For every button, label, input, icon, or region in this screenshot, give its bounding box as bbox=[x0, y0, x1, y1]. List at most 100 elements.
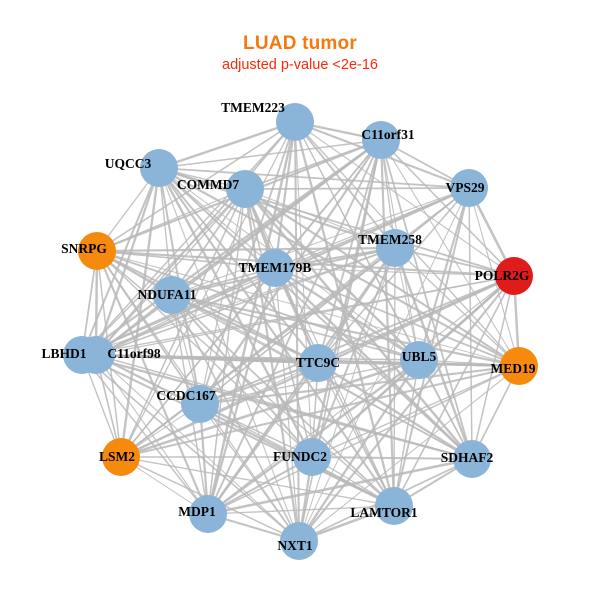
graph-edge bbox=[158, 167, 470, 189]
graph-edge bbox=[158, 120, 296, 170]
graph-edge bbox=[244, 188, 473, 460]
graph-edge bbox=[120, 362, 319, 458]
graph-edge bbox=[273, 121, 297, 269]
graph-node-nxt1[interactable] bbox=[280, 522, 318, 560]
graph-edge bbox=[96, 246, 396, 253]
graph-edge bbox=[207, 457, 473, 516]
graph-edge bbox=[317, 362, 395, 507]
graph-edge bbox=[120, 456, 395, 507]
graph-edge bbox=[468, 187, 520, 367]
graph-edge bbox=[274, 267, 515, 277]
graph-edge bbox=[207, 362, 319, 515]
graph-edge bbox=[317, 361, 473, 461]
graph-node-uqcc3[interactable] bbox=[140, 149, 178, 187]
graph-edge bbox=[294, 121, 515, 277]
graph-node-ccdc167[interactable] bbox=[181, 385, 219, 423]
node-layer bbox=[63, 103, 538, 560]
graph-node-tmem179b[interactable] bbox=[256, 249, 294, 287]
graph-edge bbox=[171, 294, 313, 458]
graph-edge bbox=[298, 275, 515, 542]
graph-edge bbox=[393, 275, 515, 507]
graph-edge bbox=[199, 364, 520, 406]
graph-edge bbox=[199, 275, 515, 405]
graph-edge bbox=[207, 188, 246, 515]
graph-edge bbox=[199, 359, 420, 405]
graph-edge bbox=[95, 275, 515, 356]
graph-edge bbox=[298, 359, 420, 542]
graph-node-sdhaf2[interactable] bbox=[453, 440, 491, 478]
graph-node-mdp1[interactable] bbox=[189, 495, 227, 533]
graph-node-lamtor1[interactable] bbox=[375, 487, 413, 525]
graph-node-c11orf98[interactable] bbox=[77, 336, 115, 374]
graph-edge bbox=[207, 505, 395, 515]
graph-edge bbox=[311, 359, 420, 458]
graph-edge bbox=[380, 139, 473, 460]
graph-edge bbox=[468, 187, 473, 460]
graph-edge bbox=[394, 247, 420, 361]
graph-node-ttc9c[interactable] bbox=[299, 344, 337, 382]
graph-edge bbox=[120, 247, 396, 458]
graph-edge bbox=[95, 188, 246, 356]
graph-edge bbox=[471, 275, 515, 460]
graph-edge bbox=[95, 353, 395, 508]
graph-edge bbox=[394, 247, 515, 277]
graph-edge bbox=[207, 275, 515, 515]
graph-edge bbox=[95, 354, 209, 515]
graph-edge bbox=[311, 365, 520, 458]
graph-edge bbox=[158, 167, 300, 542]
graph-edge bbox=[207, 456, 313, 515]
graph-edge bbox=[120, 267, 276, 458]
page-title: LUAD tumor bbox=[243, 33, 357, 54]
graph-edge bbox=[81, 167, 160, 356]
graph-edge bbox=[95, 354, 473, 460]
graph-edge bbox=[120, 358, 420, 459]
graph-edge bbox=[199, 403, 313, 458]
graph-edge bbox=[81, 121, 296, 356]
graph-edge bbox=[207, 359, 420, 515]
graph-edge bbox=[171, 187, 470, 296]
graph-edge bbox=[81, 139, 382, 356]
graph-edge bbox=[274, 266, 420, 362]
graph-node-fundc2[interactable] bbox=[293, 438, 331, 476]
graph-edge bbox=[244, 188, 520, 367]
graph-edge bbox=[96, 250, 520, 367]
graph-node-polr2g[interactable] bbox=[495, 257, 533, 295]
graph-edge bbox=[171, 294, 395, 507]
graph-edge bbox=[244, 188, 396, 249]
graph-edge bbox=[244, 187, 470, 190]
graph-node-commd7[interactable] bbox=[226, 170, 264, 208]
graph-edge bbox=[274, 267, 520, 367]
graph-node-ndufa11[interactable] bbox=[153, 276, 191, 314]
graph-edge bbox=[95, 247, 396, 356]
graph-edge bbox=[199, 188, 246, 405]
page-subtitle: adjusted p-value <2e-16 bbox=[222, 57, 378, 73]
graph-edge bbox=[158, 167, 173, 296]
graph-edge bbox=[96, 121, 296, 252]
graph-node-tmem258[interactable] bbox=[376, 229, 414, 267]
graph-edge bbox=[199, 403, 300, 542]
graph-edge bbox=[380, 139, 515, 277]
graph-edge bbox=[171, 188, 246, 296]
graph-edge bbox=[171, 293, 319, 365]
graph-edge bbox=[206, 121, 297, 515]
graph-node-snrpg[interactable] bbox=[78, 232, 116, 270]
graph-edge bbox=[298, 365, 520, 542]
graph-edge bbox=[379, 139, 396, 507]
graph-edge bbox=[96, 188, 246, 252]
graph-node-vps29[interactable] bbox=[450, 169, 488, 207]
graph-edge bbox=[207, 365, 520, 515]
graph-edge bbox=[95, 354, 300, 542]
graph-node-c11orf31[interactable] bbox=[362, 121, 400, 159]
graph-edge bbox=[293, 121, 396, 507]
graph-node-ubl5[interactable] bbox=[400, 341, 438, 379]
graph-edge bbox=[158, 139, 382, 169]
graph-node-tmem223[interactable] bbox=[276, 103, 314, 141]
graph-node-med19[interactable] bbox=[500, 347, 538, 385]
graph-edge bbox=[243, 188, 301, 542]
graph-edge bbox=[171, 293, 520, 368]
graph-edge bbox=[171, 294, 420, 361]
graph-node-lsm2[interactable] bbox=[102, 438, 140, 476]
graph-edge bbox=[311, 456, 473, 460]
